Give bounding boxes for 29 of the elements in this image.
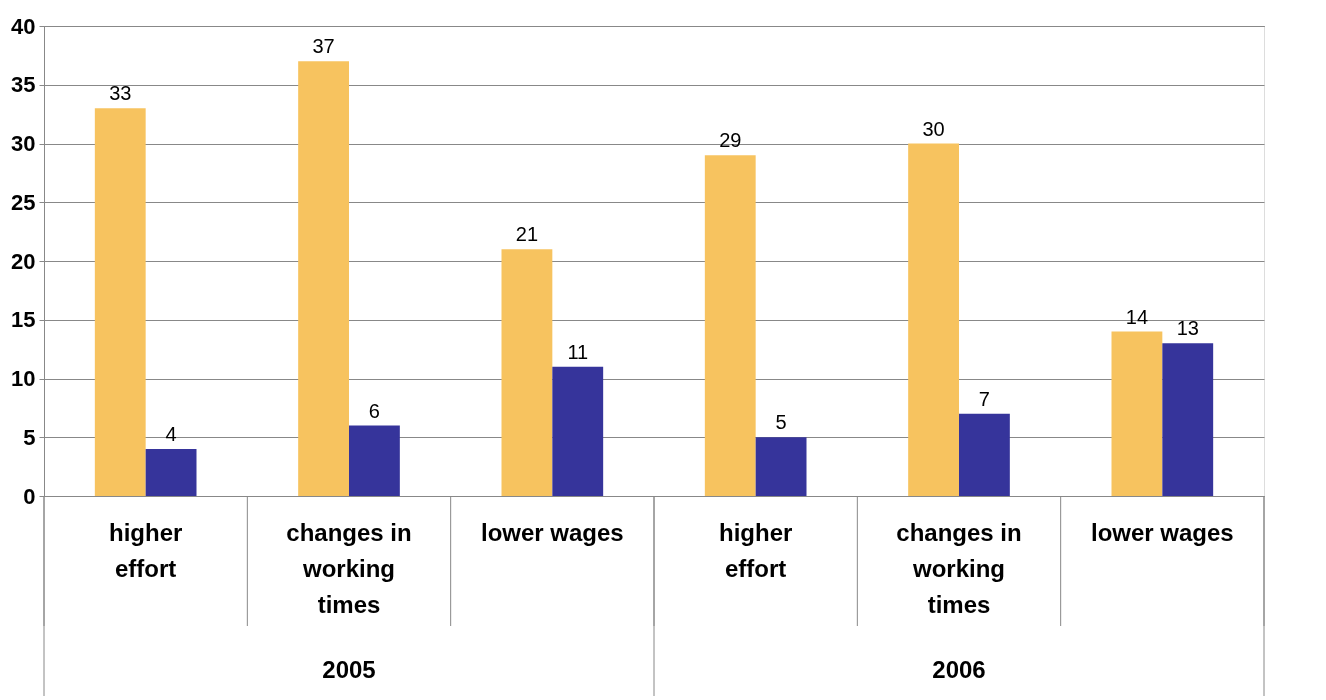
x-tick-label: lower wages (480, 519, 624, 546)
data-label: 33 (109, 82, 132, 105)
data-label: 6 (368, 399, 380, 422)
x-tick-label: higher effort (108, 519, 183, 582)
y-tick-label: 0 (23, 483, 36, 509)
text: 2005 (322, 656, 376, 683)
data-label: 37 (312, 35, 335, 58)
x-tick-label: changes in working times (286, 519, 412, 618)
data-label: 4 (165, 423, 177, 445)
y-tick-label: 35 (11, 72, 36, 98)
data-label: 21 (515, 223, 539, 246)
data-label: 11 (567, 340, 589, 363)
data-label: 5 (775, 411, 787, 434)
y-tick-label: 30 (11, 131, 36, 156)
y-tick-label: 5 (23, 424, 36, 450)
x-tick-label: lower wages (1090, 519, 1234, 546)
y-tick-label: 10 (11, 366, 36, 391)
y-tick-label: 15 (11, 307, 36, 333)
data-label: 29 (719, 129, 742, 152)
x-tick-label: changes in working times (896, 519, 1022, 618)
x-tick-label: higher effort (718, 519, 793, 582)
text: 2006 (932, 656, 986, 683)
data-label: 30 (922, 117, 945, 140)
data-label: 13 (1176, 317, 1199, 340)
y-tick-label: 40 (11, 13, 36, 39)
y-tick-label: 25 (11, 189, 36, 215)
y-tick-label: 20 (11, 248, 36, 274)
data-label: 7 (978, 387, 990, 410)
data-label: 14 (1125, 305, 1149, 328)
